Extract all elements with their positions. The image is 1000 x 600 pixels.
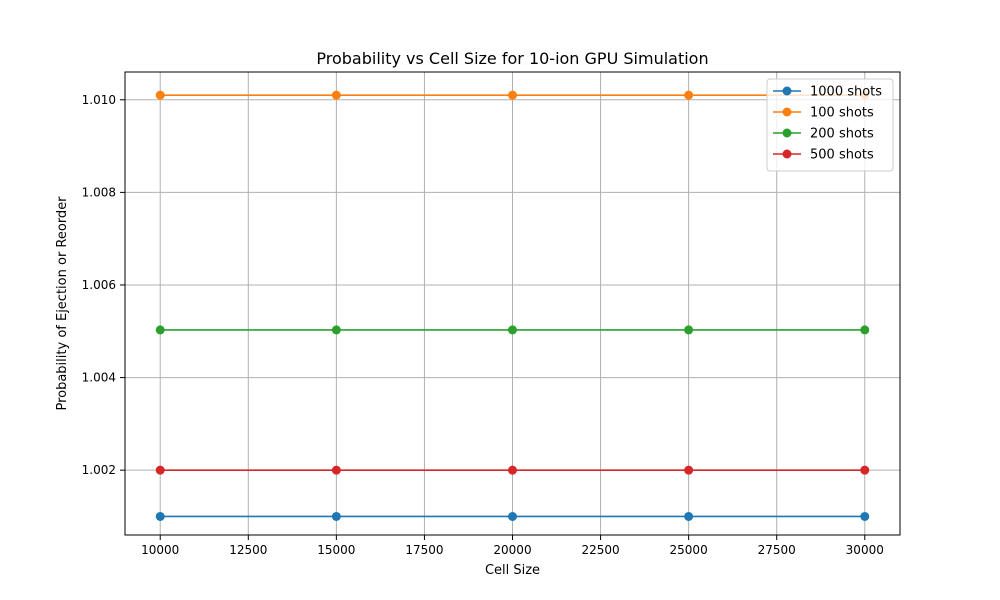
chart-title: Probability vs Cell Size for 10-ion GPU …: [316, 49, 708, 68]
legend-label: 100 shots: [810, 106, 874, 121]
data-point-500-shots: [684, 465, 694, 475]
data-point-100-shots: [508, 90, 517, 100]
data-point-200-shots: [155, 325, 165, 335]
y-tick-label: 1.004: [82, 371, 116, 385]
data-point-1000-shots: [684, 511, 694, 521]
data-point-1000-shots: [508, 511, 517, 521]
y-axis-ticks: 1.002 1.004 1.006 1.008 1.010: [82, 93, 125, 477]
data-point-100-shots: [155, 90, 165, 100]
data-point-1000-shots: [331, 511, 341, 521]
legend-marker: [782, 86, 792, 96]
legend-label: 200 shots: [810, 127, 874, 142]
y-axis-label: Probability of Ejection or Reorder: [55, 196, 70, 411]
data-point-500-shots: [155, 465, 165, 475]
x-tick-label: 12500: [229, 543, 267, 557]
legend-marker: [782, 107, 792, 117]
data-point-200-shots: [508, 325, 517, 335]
legend: 1000 shots 100 shots 200 shots 500 shots: [766, 78, 894, 172]
data-point-200-shots: [684, 325, 694, 335]
x-tick-label: 17500: [405, 543, 443, 557]
x-tick-label: 10000: [141, 543, 179, 557]
legend-marker: [782, 149, 792, 159]
grid-lines: [125, 72, 900, 535]
x-axis-label: Cell Size: [485, 563, 540, 578]
x-tick-label: 25000: [670, 543, 708, 557]
data-point-500-shots: [860, 465, 870, 475]
y-tick-label: 1.010: [82, 93, 116, 107]
x-axis-ticks: 10000 12500 15000 17500 20000 22500 25000 27500…: [141, 535, 884, 557]
data-point-500-shots: [508, 465, 517, 475]
y-tick-label: 1.008: [82, 185, 116, 199]
data-point-1000-shots: [155, 511, 165, 521]
data-point-200-shots: [331, 325, 341, 335]
data-point-1000-shots: [860, 511, 870, 521]
y-tick-label: 1.006: [82, 278, 116, 292]
x-tick-label: 15000: [317, 543, 355, 557]
data-point-100-shots: [684, 90, 694, 100]
x-tick-label: 27500: [758, 543, 796, 557]
x-tick-label: 20000: [493, 543, 531, 557]
legend-label: 1000 shots: [810, 85, 882, 100]
legend-label: 500 shots: [810, 148, 874, 163]
legend-marker: [782, 128, 792, 138]
x-tick-label: 30000: [846, 543, 884, 557]
data-point-500-shots: [331, 465, 341, 475]
y-tick-label: 1.002: [82, 463, 116, 477]
legend-box: [766, 78, 894, 172]
data-point-200-shots: [860, 325, 870, 335]
x-tick-label: 22500: [581, 543, 619, 557]
data-point-100-shots: [331, 90, 341, 100]
